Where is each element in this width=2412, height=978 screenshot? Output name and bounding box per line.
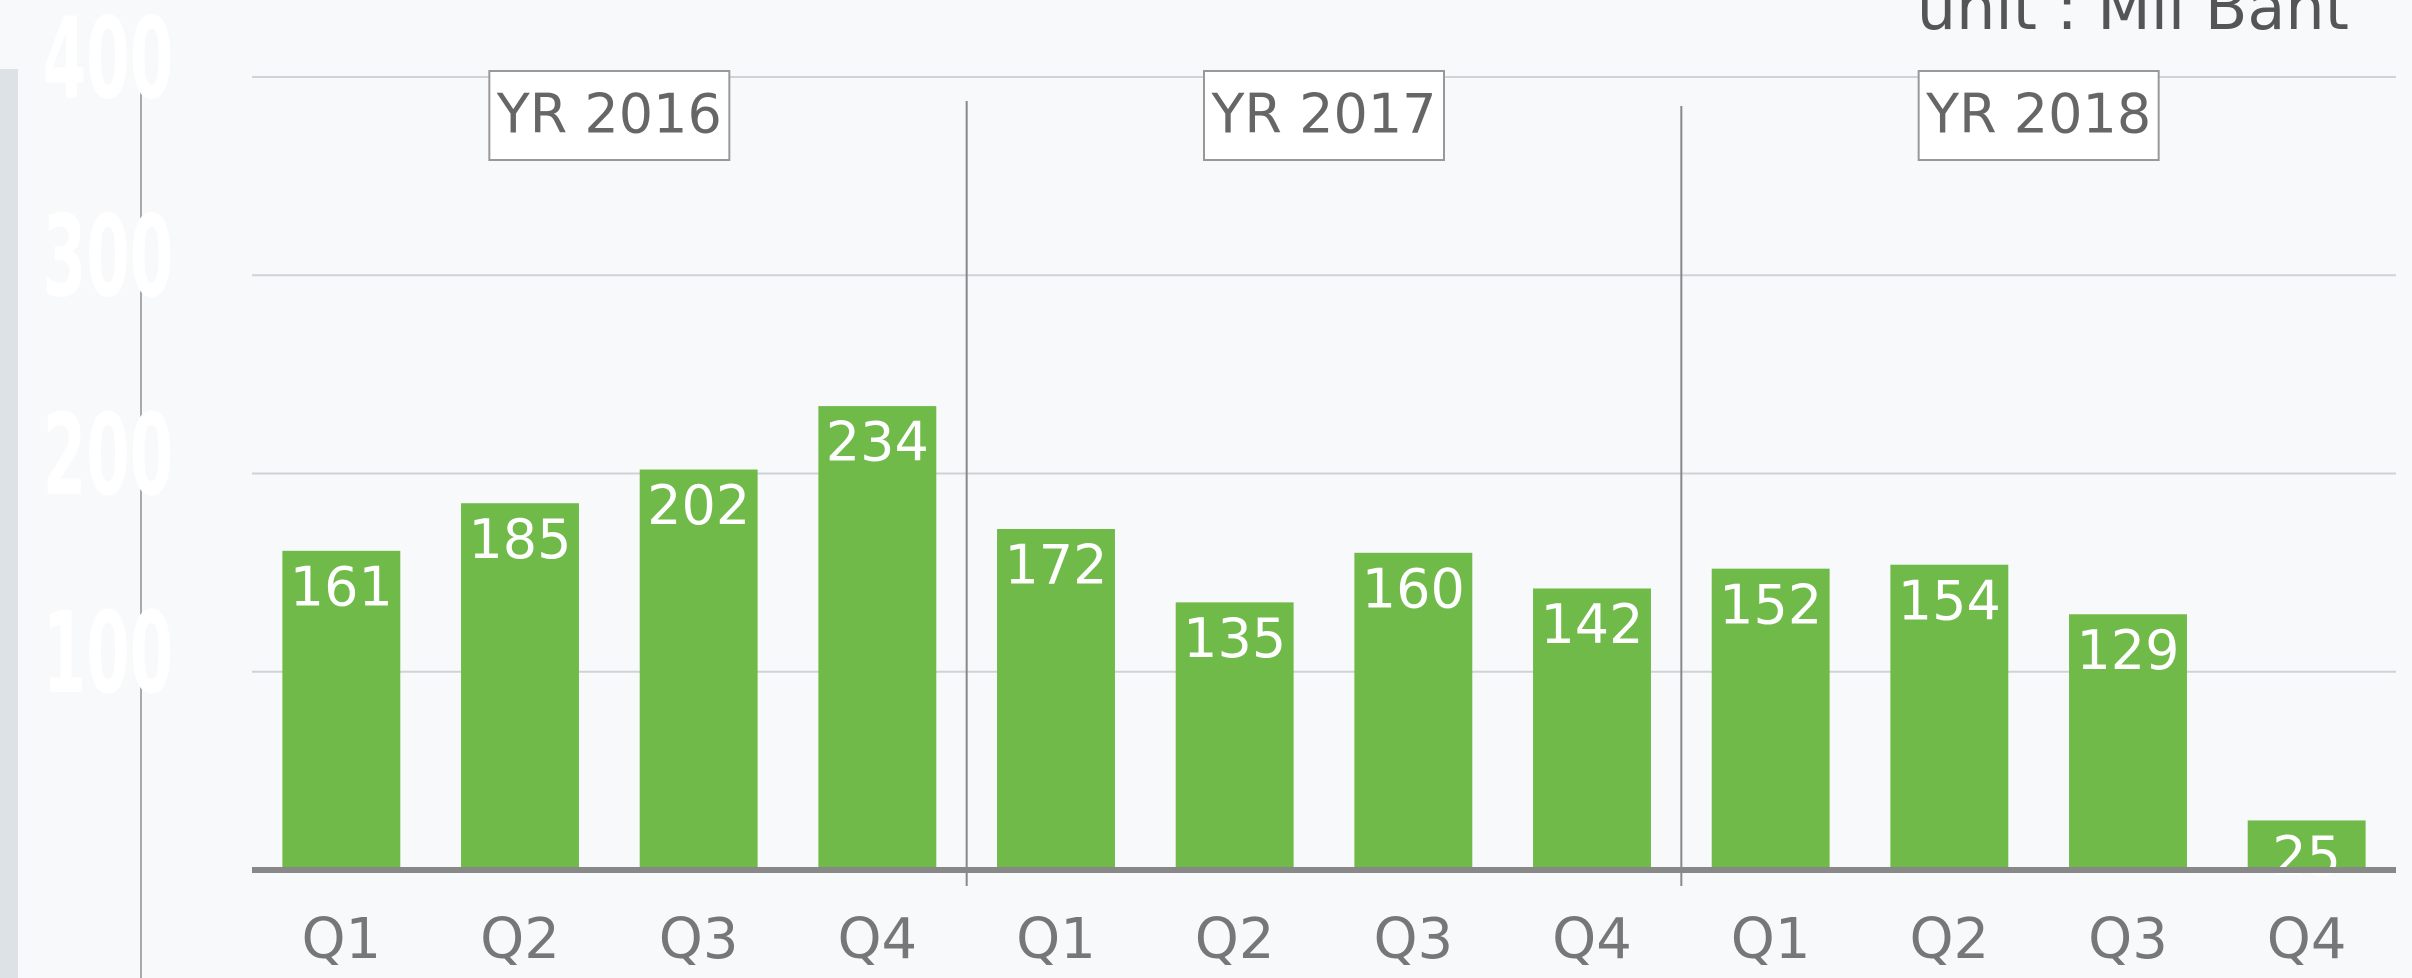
y-tick-label: 100	[43, 589, 173, 719]
x-tick-label: Q1	[1016, 907, 1096, 972]
group-box	[488, 70, 731, 161]
x-tick-label: Q4	[1552, 907, 1632, 972]
y-tick-label: 400	[43, 0, 173, 124]
bar	[1354, 552, 1473, 870]
value-label: 135	[1183, 607, 1286, 670]
bar	[282, 550, 401, 870]
unit-label: unit : Mil Baht	[1917, 0, 2349, 44]
y-tick-label: 300	[43, 192, 173, 322]
bar	[2069, 614, 2187, 870]
group-label: YR 2016	[496, 83, 722, 146]
bar	[461, 503, 579, 870]
bar	[639, 469, 758, 870]
x-tick-label: Q3	[2088, 907, 2168, 972]
value-label: 185	[468, 508, 571, 571]
x-tick-label: Q2	[1195, 907, 1275, 972]
x-tick-label: Q2	[480, 907, 560, 972]
bar	[1890, 564, 2009, 870]
bar	[997, 529, 1115, 870]
bar	[1711, 568, 1830, 870]
group-box	[1203, 70, 1445, 161]
value-label: 142	[1540, 593, 1643, 656]
x-tick-label: Q4	[2267, 907, 2347, 972]
value-label: 129	[2076, 619, 2179, 682]
bar	[1175, 602, 1294, 870]
bar	[1533, 588, 1651, 870]
x-tick-label: Q2	[1909, 907, 1989, 972]
x-tick-label: Q3	[1373, 907, 1453, 972]
value-label: 161	[290, 555, 393, 618]
bar	[818, 406, 937, 870]
x-tick-label: Q1	[1731, 907, 1811, 972]
group-box	[1917, 70, 2160, 161]
bar	[2247, 820, 2366, 870]
y-tick-label: 200	[43, 391, 173, 521]
value-label: 152	[1719, 573, 1822, 636]
value-label: 172	[1004, 534, 1107, 597]
x-tick-label: Q4	[837, 907, 917, 972]
value-label: 160	[1362, 557, 1465, 620]
value-label: 154	[1898, 569, 2001, 632]
x-tick-label: Q3	[659, 907, 739, 972]
value-label: 25	[2272, 825, 2341, 888]
value-label: 234	[826, 411, 929, 474]
left-strip	[0, 69, 18, 978]
x-tick-label: Q1	[301, 907, 381, 972]
group-label: YR 2018	[1925, 83, 2151, 146]
value-label: 202	[647, 474, 750, 537]
group-label: YR 2017	[1210, 83, 1436, 146]
